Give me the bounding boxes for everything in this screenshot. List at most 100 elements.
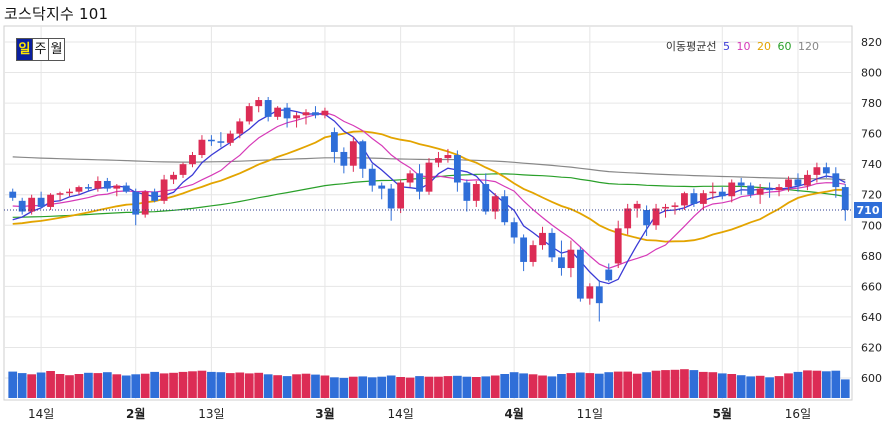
- candle-body: [605, 269, 613, 281]
- volume-bar: [377, 376, 387, 398]
- candle-body: [113, 185, 121, 189]
- volume-bar: [367, 377, 377, 398]
- candle-body: [785, 179, 792, 188]
- volume-bar: [301, 373, 311, 398]
- volume-bar: [121, 375, 131, 398]
- candle-body: [624, 208, 632, 229]
- volume-bar: [150, 371, 159, 398]
- candle-body: [47, 194, 54, 207]
- volume-bar: [140, 373, 150, 398]
- volume-bar: [519, 373, 528, 398]
- candle-body: [132, 191, 140, 215]
- candle-body: [595, 286, 603, 304]
- candle-body: [160, 179, 168, 201]
- candle-body: [226, 133, 234, 143]
- y-tick-label: 660: [861, 280, 882, 293]
- volume-bar: [386, 375, 396, 398]
- tab-daily[interactable]: 일: [16, 38, 33, 61]
- volume-bar: [443, 376, 453, 398]
- volume-bar: [727, 374, 737, 398]
- candle-body: [841, 187, 849, 210]
- volume-bar: [244, 373, 254, 398]
- volume-bar: [557, 374, 566, 398]
- volume-bar: [594, 373, 604, 398]
- volume-bar: [102, 372, 112, 398]
- volume-bar: [689, 370, 699, 398]
- y-tick-label: 640: [861, 311, 882, 324]
- volume-bar: [36, 372, 46, 398]
- tab-monthly[interactable]: 월: [48, 38, 65, 61]
- volume-bar: [339, 377, 349, 398]
- chart-title: 코스닥지수 101: [4, 5, 109, 23]
- candle-body: [662, 206, 669, 209]
- volume-bar: [670, 369, 680, 398]
- volume-bar: [481, 376, 491, 398]
- volume-bar: [528, 374, 538, 398]
- volume-bar: [131, 374, 141, 398]
- volume-bar: [547, 376, 557, 398]
- candle-body: [520, 237, 528, 262]
- y-tick-label: 720: [861, 189, 882, 202]
- volume-bar: [755, 375, 765, 398]
- volume-bar: [84, 372, 93, 398]
- candle-body: [614, 228, 622, 264]
- volume-bar: [736, 375, 746, 398]
- candle-body: [453, 155, 461, 183]
- candle-body: [387, 188, 395, 209]
- candle-body: [529, 245, 537, 262]
- volume-bar: [93, 373, 103, 398]
- volume-bar: [207, 371, 216, 398]
- candle-body: [349, 141, 357, 166]
- volume-bar: [831, 370, 841, 398]
- candle-body: [558, 257, 565, 269]
- candle-body: [255, 100, 263, 107]
- candle-body: [85, 187, 92, 189]
- candle-body: [198, 139, 206, 156]
- candle-body: [567, 249, 575, 269]
- candle-body: [690, 193, 698, 204]
- ma-20-line: [12, 130, 846, 243]
- x-tick-label: 11일: [577, 407, 603, 421]
- volume-bar: [708, 372, 718, 398]
- candle-body: [813, 167, 821, 175]
- candle-body: [66, 191, 73, 194]
- candle-body: [482, 184, 490, 212]
- candle-body: [75, 187, 83, 192]
- candle-body: [652, 208, 660, 226]
- volume-bar: [8, 371, 18, 398]
- volume-bar: [774, 376, 784, 398]
- volume-bar: [330, 377, 339, 398]
- candle-body: [406, 173, 414, 183]
- candle-body: [501, 196, 509, 223]
- volume-bar: [415, 376, 424, 398]
- candle-body: [576, 249, 584, 299]
- legend-item-10: 10: [736, 40, 751, 53]
- legend-item-20: 20: [757, 40, 771, 53]
- candle-body: [37, 197, 45, 207]
- candle-body: [18, 200, 26, 212]
- legend-item-5: 5: [723, 40, 730, 53]
- volume-bar: [159, 373, 169, 398]
- volume-bar: [585, 373, 595, 398]
- volume-bar: [793, 371, 803, 398]
- volume-bar: [17, 373, 27, 398]
- candle-body: [718, 191, 726, 197]
- volume-bar: [840, 379, 850, 398]
- volume-bar: [784, 373, 793, 398]
- tab-weekly[interactable]: 주: [32, 38, 49, 61]
- candle-body: [122, 185, 130, 192]
- x-tick-label: 2월: [126, 406, 145, 421]
- y-tick-label: 740: [861, 158, 882, 171]
- y-tick-label: 820: [861, 36, 882, 49]
- candle-body: [491, 196, 499, 212]
- candle-body: [699, 193, 707, 204]
- y-tick-label: 700: [861, 219, 882, 232]
- candle-body: [94, 180, 102, 189]
- volume-bar: [699, 371, 708, 398]
- volume-bar: [188, 371, 197, 398]
- candle-body: [539, 232, 546, 246]
- candle-body: [756, 188, 764, 195]
- volume-bar: [320, 375, 330, 398]
- y-tick-label: 760: [861, 128, 882, 141]
